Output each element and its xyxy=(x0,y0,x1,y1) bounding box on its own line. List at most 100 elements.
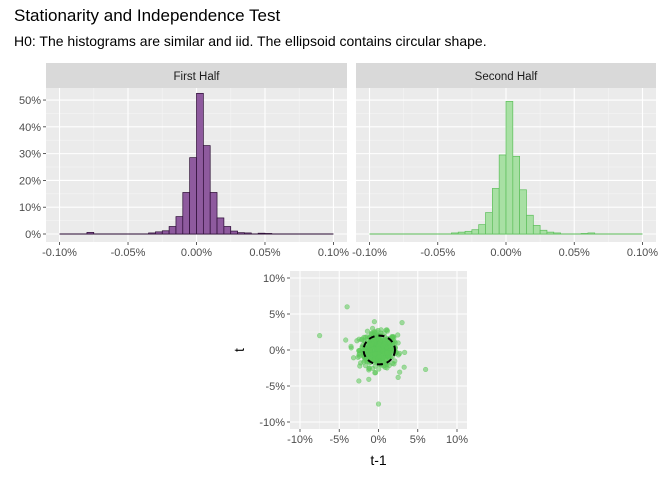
scatter-point xyxy=(357,363,363,369)
histogram-bar xyxy=(553,232,561,235)
scatter-point xyxy=(380,343,386,349)
y-tick-label: 0% xyxy=(269,345,285,357)
histogram-bar xyxy=(457,231,466,235)
scatter-point xyxy=(356,348,362,354)
chart-subtitle: H0: The histograms are similar and iid. … xyxy=(14,33,487,49)
scatter-point xyxy=(362,357,368,363)
scatter-point xyxy=(376,346,382,352)
x-tick-label: -5% xyxy=(329,434,349,446)
histogram-bar xyxy=(237,232,245,235)
scatter-point xyxy=(367,347,373,353)
histogram-bar xyxy=(580,233,589,235)
strip-second-half xyxy=(356,63,656,88)
histogram-bar xyxy=(196,92,204,235)
histogram-bar xyxy=(189,157,197,235)
scatter-point xyxy=(378,337,384,343)
scatter-point xyxy=(389,360,396,366)
y-tick-label: 0% xyxy=(25,229,41,241)
histogram-bar xyxy=(148,232,156,235)
histogram-bar xyxy=(244,232,252,235)
scatter-point xyxy=(366,376,372,382)
y-tick-label: 10% xyxy=(263,273,285,285)
x-tick-label: -10% xyxy=(287,434,313,446)
x-tick-label: 0.05% xyxy=(249,247,280,259)
x-tick-label: 0.00% xyxy=(181,247,212,259)
y-tick-label: 30% xyxy=(19,149,41,161)
scatter-point xyxy=(366,365,373,371)
y-tick-label: 20% xyxy=(19,175,41,187)
scatter-point xyxy=(362,334,369,340)
x-axis-title: t-1 xyxy=(370,452,387,468)
scatter-point xyxy=(402,349,408,355)
scatter-point xyxy=(362,363,369,369)
scatter-point xyxy=(344,304,350,310)
x-tick-label: 0.00% xyxy=(490,247,521,259)
x-tick-label: -0.10% xyxy=(42,247,77,259)
histogram-bar xyxy=(161,230,170,235)
histogram-bar xyxy=(505,101,514,235)
scatter-point xyxy=(317,333,323,339)
x-tick-label: 0.05% xyxy=(559,247,590,259)
histogram-bar xyxy=(519,189,527,235)
x-tick-label: -0.05% xyxy=(111,247,146,259)
scatter-point xyxy=(364,328,371,334)
histogram-bar xyxy=(492,188,500,235)
histogram-bar xyxy=(257,232,266,235)
histogram-bar xyxy=(546,231,555,235)
y-axis-title: t xyxy=(231,348,247,352)
histogram-bar xyxy=(512,155,521,235)
scatter-point xyxy=(375,401,382,407)
histogram-bar xyxy=(209,192,218,235)
histogram-bar xyxy=(478,224,486,235)
x-tick-label: 10% xyxy=(446,434,468,446)
scatter-point xyxy=(368,342,374,348)
histogram-bar xyxy=(86,232,95,235)
scatter-point xyxy=(371,319,377,325)
histogram-bar xyxy=(168,226,177,235)
scatter-point xyxy=(384,350,390,356)
scatter-point xyxy=(348,343,354,350)
confidence-ellipse xyxy=(362,334,396,366)
histogram-bar xyxy=(587,232,596,235)
histogram-bar xyxy=(485,212,493,235)
strip-first-half xyxy=(46,63,347,88)
y-tick-label: 5% xyxy=(269,309,285,321)
scatter-point xyxy=(343,337,349,343)
scatter-point xyxy=(376,366,382,372)
scatter-point xyxy=(401,364,407,370)
histogram-bar xyxy=(264,233,273,235)
scatter-point xyxy=(397,369,403,375)
y-tick-label: -10% xyxy=(259,417,285,429)
y-tick-label: -5% xyxy=(265,381,285,393)
x-tick-label: 5% xyxy=(410,434,426,446)
scatter-point xyxy=(354,338,360,344)
x-tick-label: 0.10% xyxy=(318,247,349,259)
x-tick-label: -0.10% xyxy=(352,247,387,259)
strip-label: Second Half xyxy=(475,71,538,83)
scatter-point xyxy=(371,329,377,335)
x-tick-label: -0.05% xyxy=(420,247,455,259)
scatter-point xyxy=(356,378,362,384)
scatter-point xyxy=(423,366,429,373)
scatter-point xyxy=(372,370,378,376)
histogram-bar xyxy=(223,226,232,235)
x-tick-label: 0.10% xyxy=(627,247,658,259)
y-tick-label: 40% xyxy=(19,122,41,134)
y-tick-label: 50% xyxy=(19,95,41,107)
scatter-point xyxy=(395,374,401,380)
scatter-point xyxy=(387,343,393,349)
y-tick-label: 10% xyxy=(19,202,41,214)
histogram-bar xyxy=(532,225,541,235)
histogram-bar xyxy=(216,217,225,235)
histogram-bar xyxy=(155,231,163,235)
histogram-bar xyxy=(451,232,459,235)
x-tick-label: 0% xyxy=(371,434,387,446)
histogram-bar xyxy=(526,214,534,235)
histogram-bar xyxy=(498,154,507,235)
chart-title: Stationarity and Independence Test xyxy=(14,6,281,25)
scatter-point xyxy=(389,334,395,340)
histogram-bar xyxy=(202,145,211,235)
scatter-point xyxy=(399,320,405,326)
histogram-bar xyxy=(471,229,480,235)
